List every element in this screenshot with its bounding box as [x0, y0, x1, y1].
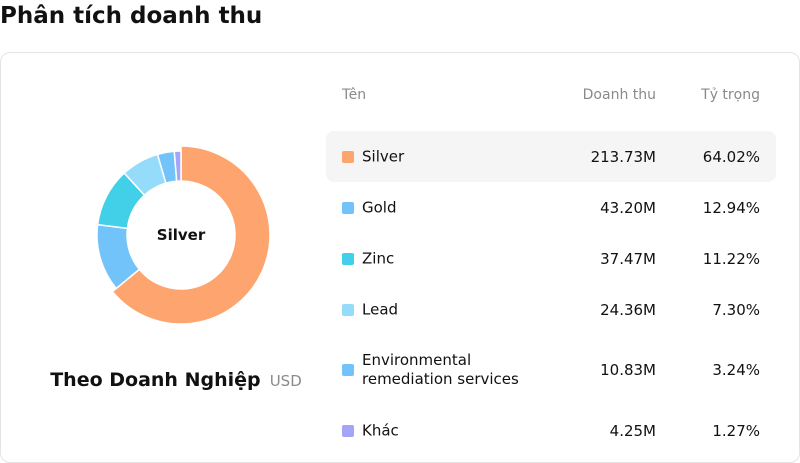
- legend-swatch: [342, 303, 354, 316]
- table-row[interactable]: Gold 43.20M 12.94%: [326, 182, 776, 233]
- table-header: Tên Doanh thu Tỷ trọng: [326, 85, 776, 131]
- row-revenue: 37.47M: [600, 249, 656, 268]
- row-share: 7.30%: [712, 300, 760, 319]
- table-body: Silver 213.73M 64.02% Gold 43.20M 12.94% Zinc 3…: [326, 131, 776, 456]
- column-header-revenue: Doanh thu: [582, 87, 656, 103]
- legend-swatch: [342, 201, 354, 214]
- row-name: Zinc: [362, 249, 395, 267]
- row-share: 1.27%: [712, 421, 760, 440]
- table-row[interactable]: Environmental remediation services 10.83M…: [326, 335, 776, 405]
- row-revenue: 10.83M: [600, 361, 656, 379]
- revenue-analysis-card: Silver Theo Doanh Nghiệp USD Tên Doanh t…: [0, 52, 800, 463]
- donut-svg: [96, 145, 271, 325]
- row-share: 3.24%: [712, 361, 760, 379]
- row-revenue: 213.73M: [590, 147, 656, 166]
- row-revenue: 4.25M: [609, 421, 656, 440]
- chart-caption-title: Theo Doanh Nghiệp: [50, 369, 261, 391]
- table-row[interactable]: Lead 24.36M 7.30%: [326, 284, 776, 335]
- row-share: 12.94%: [702, 198, 760, 217]
- column-header-share: Tỷ trọng: [701, 87, 760, 103]
- row-revenue: 43.20M: [600, 198, 656, 217]
- row-name: Environmental remediation services: [362, 351, 519, 388]
- row-name: Lead: [362, 300, 399, 318]
- donut-slice-1[interactable]: [111, 145, 271, 325]
- legend-swatch: [342, 424, 354, 437]
- table-row[interactable]: Khác 4.25M 1.27%: [326, 405, 776, 456]
- page-title: Phân tích doanh thu: [0, 3, 263, 29]
- chart-caption-unit: USD: [269, 372, 302, 390]
- row-revenue: 24.36M: [600, 300, 656, 319]
- column-header-name: Tên: [342, 87, 367, 103]
- row-name: Gold: [362, 198, 397, 216]
- donut-slice-6[interactable]: [173, 150, 182, 182]
- table-row[interactable]: Silver 213.73M 64.02%: [326, 131, 776, 182]
- donut-chart[interactable]: Silver: [91, 145, 271, 325]
- donut-center-label: Silver: [156, 226, 206, 244]
- row-share: 64.02%: [702, 147, 760, 166]
- row-name: Khác: [362, 421, 399, 439]
- table-row[interactable]: Zinc 37.47M 11.22%: [326, 233, 776, 284]
- row-name: Silver: [362, 147, 405, 165]
- row-share: 11.22%: [702, 249, 760, 268]
- revenue-table: Tên Doanh thu Tỷ trọng Silver 213.73M 64.0…: [326, 85, 776, 456]
- legend-swatch: [342, 150, 354, 163]
- legend-swatch: [342, 252, 354, 265]
- legend-swatch: [342, 364, 354, 376]
- chart-caption: Theo Doanh Nghiệp USD: [1, 369, 351, 391]
